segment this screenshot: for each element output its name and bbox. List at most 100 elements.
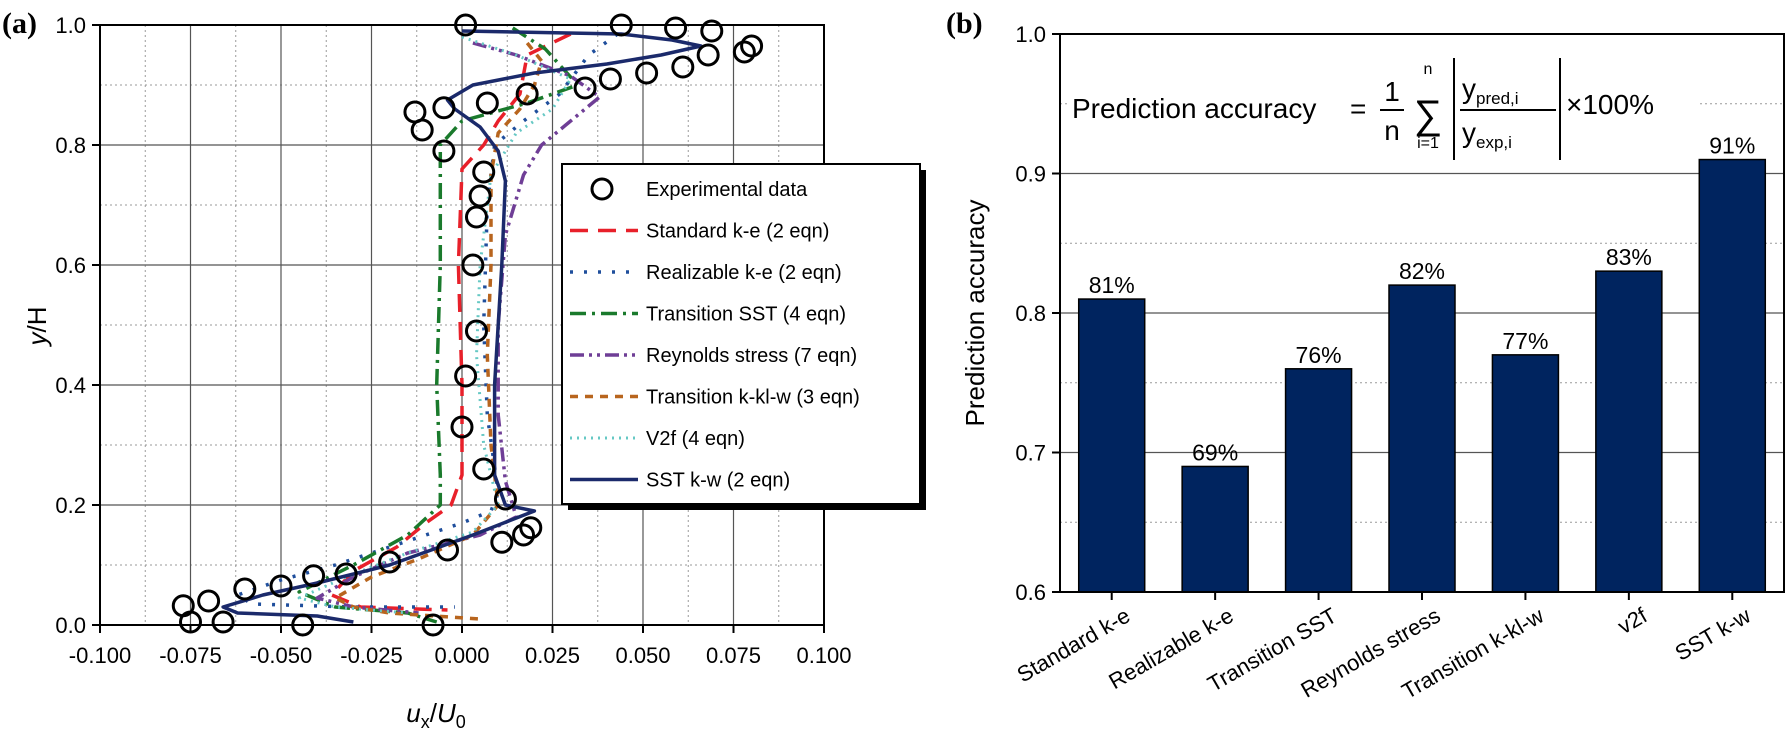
bar-data-label: 77% bbox=[1502, 328, 1548, 354]
legend-entry: Transition k-kl-w (3 eqn) bbox=[570, 387, 860, 409]
experimental-point bbox=[671, 55, 695, 79]
panel-b-y-axis-label: Prediction accuracy bbox=[960, 200, 990, 427]
legend-entry: Transition SST (4 eqn) bbox=[570, 304, 846, 326]
experimental-point bbox=[464, 205, 488, 229]
panel-a: (a) -0.100 -0.075 -0.050 -0.025 0.000 0.025 0.… bbox=[2, 7, 926, 732]
formula-numerator: 1 bbox=[1384, 76, 1400, 107]
experimental-point bbox=[512, 523, 536, 547]
experimental-point bbox=[515, 82, 539, 106]
legend-entry: Realizable k-e (2 eqn) bbox=[570, 262, 842, 284]
x-tick-label: 0.050 bbox=[615, 643, 670, 668]
panel-b-label: (b) bbox=[946, 7, 983, 40]
experimental-point bbox=[302, 564, 326, 588]
experimental-point bbox=[519, 516, 543, 540]
experimental-point bbox=[664, 16, 688, 40]
formula-times: ×100% bbox=[1566, 89, 1654, 120]
formula-num-var: ypred,i bbox=[1462, 73, 1519, 108]
experimental-point bbox=[233, 577, 257, 601]
bar-data-label: 69% bbox=[1192, 439, 1238, 465]
y-tick-label: 0.6 bbox=[1015, 580, 1046, 605]
x-tick-label: 0.025 bbox=[525, 643, 580, 668]
experimental-point bbox=[334, 562, 358, 586]
experimental-point bbox=[598, 67, 622, 91]
panel-b: (b) 0.6 0.7 0.8 0.9 1.0 Standard k-eRealizab… bbox=[946, 7, 1785, 704]
series-line bbox=[329, 32, 572, 612]
legend-entry: Standard k-e (2 eqn) bbox=[570, 221, 829, 243]
formula-equals: = bbox=[1350, 93, 1366, 124]
y-tick-label: 0.0 bbox=[55, 613, 86, 638]
panel-a-label: (a) bbox=[2, 7, 37, 40]
y-tick-label: 0.6 bbox=[55, 253, 86, 278]
bar-data-label: 91% bbox=[1709, 133, 1755, 159]
y-tick-label: 0.2 bbox=[55, 493, 86, 518]
legend-label: Experimental data bbox=[646, 179, 808, 201]
legend-entry: Reynolds stress (7 eqn) bbox=[570, 345, 857, 367]
x-tick-label: v2f bbox=[1613, 602, 1652, 639]
experimental-point bbox=[700, 19, 724, 43]
experimental-point bbox=[475, 91, 499, 115]
series-line bbox=[333, 41, 544, 621]
legend-label: Reynolds stress (7 eqn) bbox=[646, 345, 857, 367]
formula-denominator: n bbox=[1384, 115, 1400, 146]
legend-entry: Experimental data bbox=[590, 177, 808, 201]
bar bbox=[1698, 158, 1767, 593]
y-tick-label: 0.8 bbox=[1015, 301, 1046, 326]
x-tick-label: -0.075 bbox=[159, 643, 221, 668]
panel-a-experimental-points bbox=[171, 13, 764, 637]
panel-a-y-tick-labels: 0.0 0.2 0.4 0.6 0.8 1.0 bbox=[55, 13, 86, 638]
panel-a-ticks bbox=[92, 24, 825, 633]
panel-b-data-labels: 81% 69% 76% 82% 77% 83% 91% bbox=[1089, 133, 1756, 466]
experimental-point bbox=[432, 96, 456, 120]
y-tick-label: 0.8 bbox=[55, 133, 86, 158]
panel-a-x-tick-labels: -0.100 -0.075 -0.050 -0.025 0.000 0.025 0.050 0… bbox=[69, 643, 852, 668]
experimental-point bbox=[269, 574, 293, 598]
x-tick-label: -0.050 bbox=[250, 643, 312, 668]
y-tick-label: 1.0 bbox=[55, 13, 86, 38]
legend-marker bbox=[590, 177, 614, 201]
accuracy-formula: Prediction accuracy = 1 n n ∑ i=1 ypred,… bbox=[1068, 58, 1698, 164]
x-tick-label: 0.075 bbox=[706, 643, 761, 668]
x-tick-label: SST k-w bbox=[1671, 603, 1755, 666]
experimental-point bbox=[378, 550, 402, 574]
experimental-point bbox=[197, 589, 221, 613]
formula-sum-bottom: i=1 bbox=[1417, 135, 1439, 152]
panel-b-bars bbox=[1077, 158, 1767, 593]
experimental-point bbox=[573, 76, 597, 100]
legend-entry: V2f (4 eqn) bbox=[570, 428, 745, 450]
bar bbox=[1388, 284, 1456, 593]
x-tick-label: -0.100 bbox=[69, 643, 131, 668]
panel-a-legend: Experimental data Standard k-e (2 eqn) Rea… bbox=[561, 163, 926, 510]
y-tick-label: 0.7 bbox=[1015, 441, 1046, 466]
bar bbox=[1181, 465, 1249, 593]
experimental-point bbox=[464, 319, 488, 343]
bar bbox=[1077, 298, 1146, 593]
experimental-point bbox=[211, 610, 235, 634]
bar-data-label: 76% bbox=[1296, 342, 1342, 368]
formula-sigma: ∑ bbox=[1414, 93, 1443, 137]
x-tick-label: 0.000 bbox=[434, 643, 489, 668]
y-tick-label: 1.0 bbox=[1015, 22, 1046, 47]
legend-label: Standard k-e (2 eqn) bbox=[646, 221, 829, 243]
panel-a-x-axis-label: ux/U0 bbox=[406, 698, 466, 732]
experimental-point bbox=[432, 139, 456, 163]
experimental-point bbox=[740, 34, 764, 58]
legend-label: V2f (4 eqn) bbox=[646, 428, 745, 450]
y-tick-label: 0.9 bbox=[1015, 162, 1046, 187]
series-line bbox=[315, 41, 602, 615]
legend-label: Transition SST (4 eqn) bbox=[646, 304, 846, 326]
bar-data-label: 83% bbox=[1606, 244, 1652, 270]
panel-b-ticks bbox=[1052, 33, 1734, 600]
experimental-point bbox=[468, 184, 492, 208]
experimental-point bbox=[490, 530, 514, 554]
bar bbox=[1595, 270, 1663, 593]
series-line bbox=[297, 35, 573, 615]
formula-den-var: yexp,i bbox=[1462, 117, 1512, 152]
legend-box bbox=[561, 163, 921, 505]
legend-entries: Experimental data Standard k-e (2 eqn) Rea… bbox=[570, 177, 860, 492]
legend-entry: SST k-w (2 eqn) bbox=[570, 470, 790, 492]
bar-data-label: 81% bbox=[1089, 272, 1135, 298]
legend-label: SST k-w (2 eqn) bbox=[646, 470, 790, 492]
bar-data-label: 82% bbox=[1399, 258, 1445, 284]
